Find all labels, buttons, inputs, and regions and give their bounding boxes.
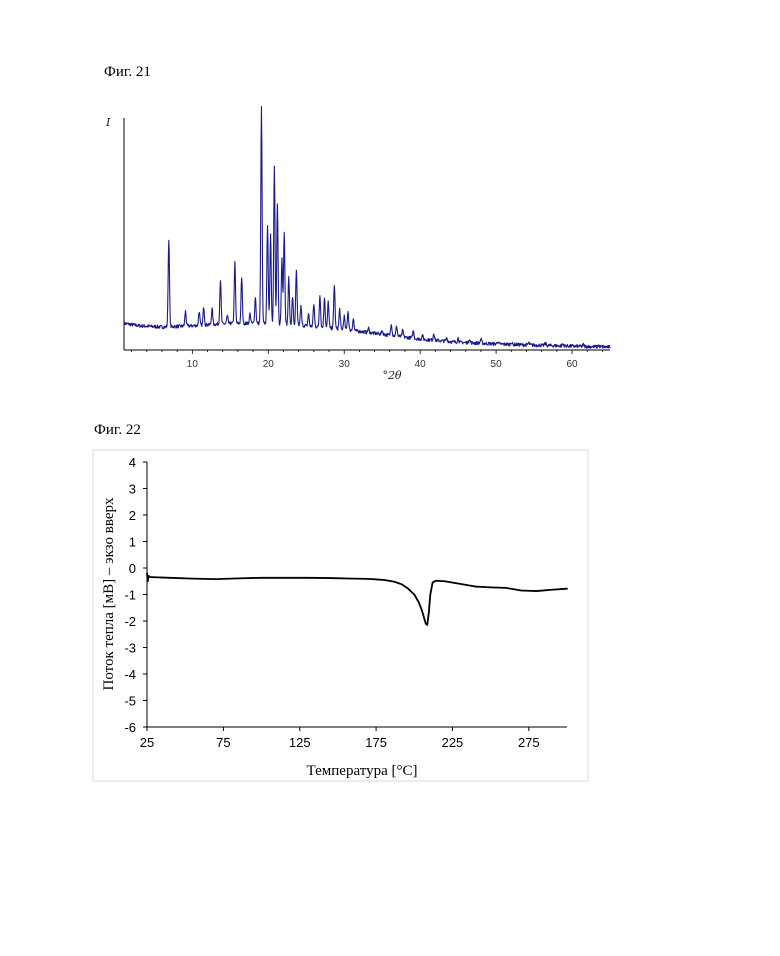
dsc-y-tick-label: 0: [129, 561, 136, 576]
dsc-x-tick-label: 125: [289, 735, 311, 750]
dsc-y-tick-label: -5: [124, 694, 136, 709]
dsc-y-tick-label: 4: [129, 455, 136, 470]
dsc-y-tick-label: -3: [124, 641, 136, 656]
dsc-x-tick-label: 225: [442, 735, 464, 750]
dsc-y-tick-label: -4: [124, 667, 136, 682]
dsc-x-tick-label: 25: [140, 735, 154, 750]
dsc-x-tick-label: 275: [518, 735, 540, 750]
dsc-y-tick-label: -2: [124, 614, 136, 629]
dsc-y-tick-label: 2: [129, 508, 136, 523]
dsc-y-tick-label: 3: [129, 482, 136, 497]
dsc-y-tick-label: -1: [124, 588, 136, 603]
dsc-y-axis-label: Поток тепла [мВ] – экзо вверх: [101, 497, 117, 691]
dsc-y-tick-label: -6: [124, 720, 136, 735]
dsc-chart-frame: [93, 450, 588, 781]
dsc-y-tick-label: 1: [129, 535, 136, 550]
dsc-x-tick-label: 175: [365, 735, 387, 750]
dsc-heat-flow-line: [147, 573, 567, 625]
dsc-x-axis-label: Температура [°C]: [307, 763, 418, 779]
dsc-x-tick-label: 75: [216, 735, 230, 750]
